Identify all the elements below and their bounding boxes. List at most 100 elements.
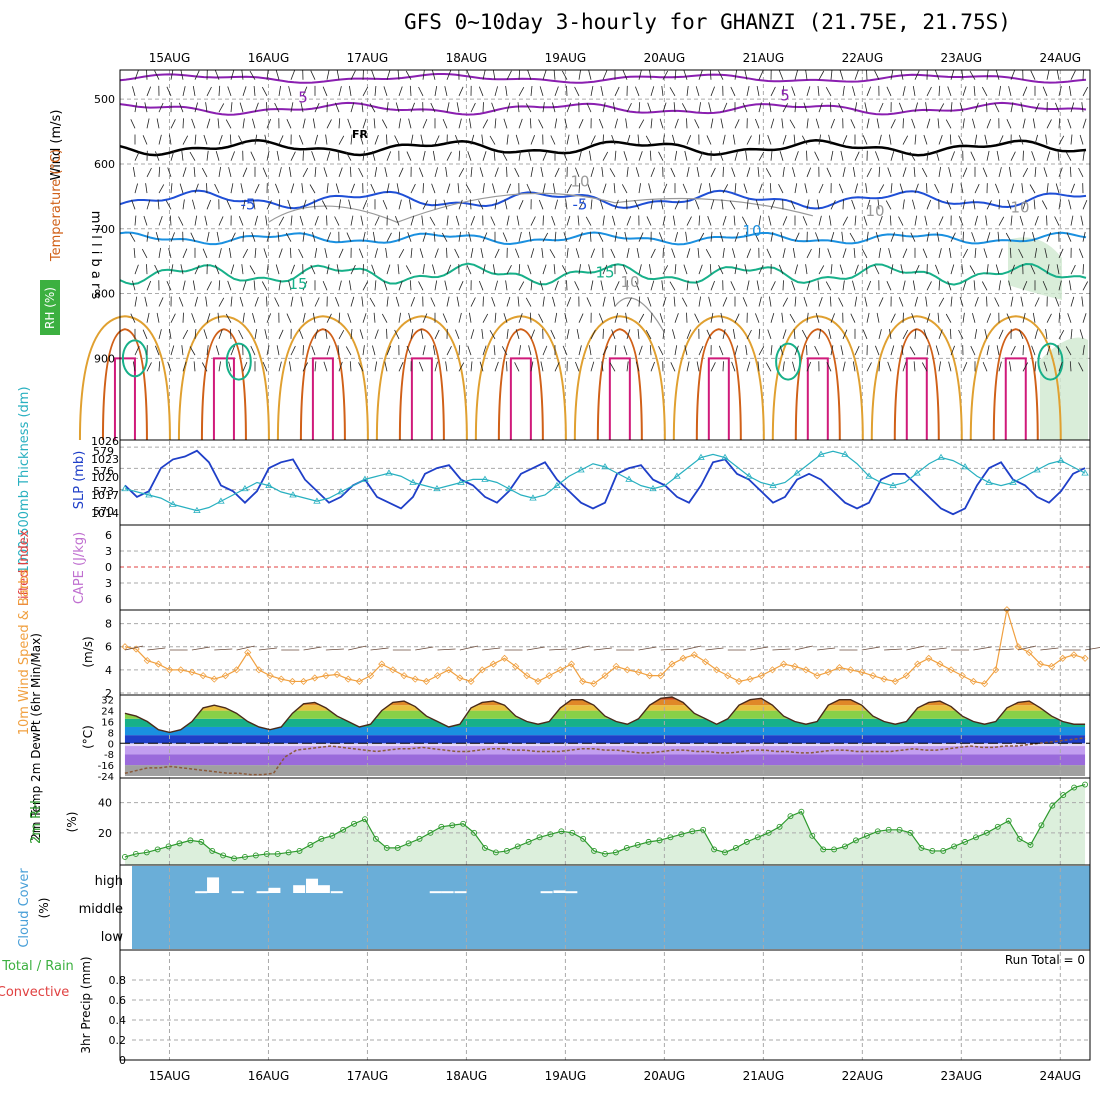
wind-barb [875,265,879,274]
pressure-tick: 600 [94,158,115,171]
wind-barb [770,183,771,193]
wind-barb [195,103,198,113]
legend-slp: SLP (mb) [72,451,87,510]
wind-barb [1023,119,1025,129]
wind-barb [371,184,375,193]
cloud-bar [257,891,269,893]
wind-barb [373,232,375,242]
wind-barb [471,216,475,225]
wind-barb [336,184,339,194]
wind-barb [157,119,159,129]
wind-barb [819,184,823,193]
wind-barb [730,201,735,210]
wind-barb [1066,152,1071,161]
wind-barb [601,86,603,96]
wind-barb [227,200,231,209]
wind-barb [923,249,927,258]
contour-label: -5 [241,195,256,213]
date-label-top: 15AUG [149,51,191,65]
wind-barb [734,216,735,226]
wind-barb [903,86,905,96]
wind-barb [291,297,293,307]
wind-barb [939,361,941,371]
wind-barb [142,249,147,258]
wind-barb [831,119,835,128]
wind-barb [603,297,605,307]
wind-barb [807,345,808,355]
wind-barb [815,346,819,355]
temperature-contour [907,358,927,440]
wind-barb [135,216,136,226]
wind10-barb [371,648,389,650]
wind-barb [579,314,583,323]
wind-barb [673,216,675,226]
wind-barb [195,216,197,226]
wind-barb [663,297,666,307]
wind-barb [1057,70,1059,80]
temperature-contour [808,358,828,440]
panel-frame-slp [120,440,1090,525]
wind-barb [159,184,164,193]
wind-barb [159,167,160,177]
wind-barb [279,135,283,144]
wind-barb [951,151,955,160]
wind-barb [183,281,185,291]
wind-barb [157,313,159,323]
wind-barb [231,265,234,275]
wind-barb [159,361,160,371]
wind-barb [682,298,687,307]
wind-barb [375,248,378,258]
wind-barb [459,87,463,96]
wind-barb [687,86,688,96]
wind-barb [183,249,187,258]
wind-barb [806,70,807,80]
wind-barb [804,297,807,307]
wind-barb [382,314,387,323]
wind-barb [891,346,894,356]
temperature-contour [674,316,764,440]
wind-barb [987,345,989,355]
wind-barb [1031,71,1035,80]
wind-barb [711,281,715,290]
temp-band [120,700,1090,705]
temp2m-tick: -8 [104,750,114,761]
wind-barb [591,167,594,177]
wind-barb [219,86,220,96]
wind-barb [855,184,858,194]
date-label-top: 19AUG [545,51,587,65]
wind10-barb [661,649,679,650]
wind-barb [315,216,318,225]
wind-barb [627,167,628,177]
wind-barb [135,184,138,194]
wind-barb [939,248,941,258]
wind-barb [831,70,832,80]
cape-tick: 3 [105,577,112,590]
wind-barb [615,281,619,290]
wind-barb [279,249,282,258]
wind-barb [459,151,460,161]
temperature-contour [598,329,642,440]
wind-barb [639,346,642,355]
wind-barb [792,87,795,96]
wind-barb [649,70,651,80]
wind-barb [1022,183,1023,193]
wind-barb [815,152,819,161]
wind-barb [351,184,355,193]
wind-barb [708,216,711,225]
wind-barb [879,329,881,339]
wind-barb [363,70,364,80]
wind-barb [935,265,939,274]
wind-barb [867,87,871,96]
slp-tick: 1014 [91,507,119,520]
temperature-contour [202,329,246,440]
wind-barb [723,297,727,306]
wind-barb [999,330,1003,339]
wind-barb [999,217,1004,226]
temp2m-tick: -16 [98,761,114,772]
temperature-contour [313,358,333,440]
wind-barb [279,217,284,226]
wind-barb [903,118,904,128]
cloud-bar [430,891,442,893]
cape-tick: 6 [105,593,112,606]
date-label-bottom: 16AUG [248,1069,290,1083]
